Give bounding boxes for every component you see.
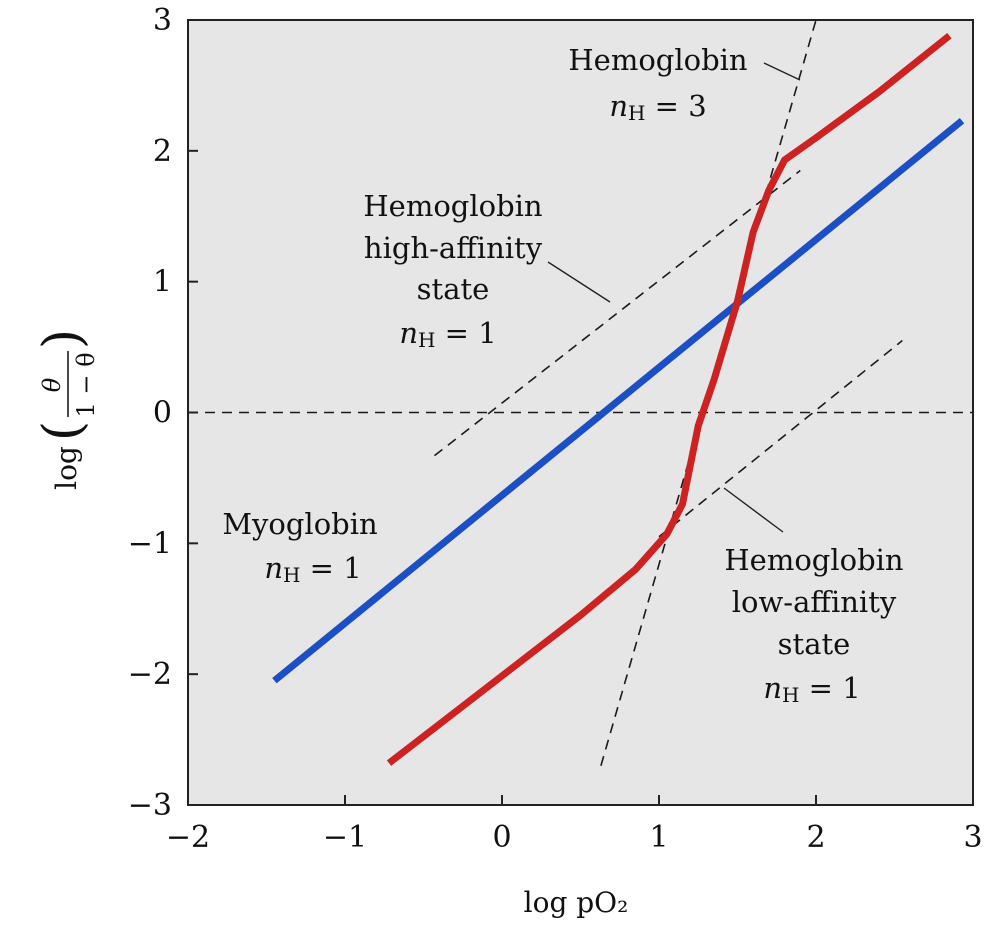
annotation-hb-high-line2: high-affinity bbox=[364, 231, 543, 265]
annotation-hb-nh3-line1: Hemoglobin bbox=[568, 43, 747, 77]
annotation-hb-low-value: nH = 1 bbox=[763, 671, 860, 707]
y-tick-label: 0 bbox=[153, 396, 172, 431]
y-tick-label: 1 bbox=[153, 265, 172, 300]
annotation-hb-high-line3: state bbox=[417, 272, 490, 306]
x-tick-label: 1 bbox=[649, 820, 668, 855]
x-axis-label: log pO₂ bbox=[524, 886, 629, 919]
y-tick-label: 3 bbox=[153, 3, 172, 38]
series-line-hemoglobin bbox=[386, 32, 952, 766]
x-tick-label: 3 bbox=[963, 820, 982, 855]
y-axis-label-log: log bbox=[50, 446, 83, 490]
y-axis-label-open-paren: ( bbox=[33, 421, 93, 441]
annotation-hb-nh3-value: nH = 3 bbox=[609, 89, 706, 125]
annotation-hemoglobin-low-affinity: Hemoglobin low-affinity state nH = 1 bbox=[724, 543, 903, 707]
annotation-hb-high-value: nH = 1 bbox=[399, 316, 496, 352]
leader-hb-nh3 bbox=[763, 62, 801, 81]
data-series bbox=[272, 32, 965, 766]
annotation-myoglobin: Myoglobin nH = 1 bbox=[222, 507, 377, 587]
annotation-hemoglobin-high-affinity: Hemoglobin high-affinity state nH = 1 bbox=[363, 189, 542, 352]
y-axis-label-denominator: 1 − θ bbox=[72, 352, 100, 417]
reference-line-nh3 bbox=[600, 19, 817, 766]
annotation-hb-low-line1: Hemoglobin bbox=[724, 543, 903, 577]
y-axis-label: log ( θ 1 − θ ) bbox=[33, 329, 100, 490]
annotation-hb-low-line3: state bbox=[778, 627, 851, 661]
reference-line-low_affinity bbox=[658, 339, 903, 538]
reference-lines bbox=[188, 19, 973, 766]
y-tick-label: −1 bbox=[128, 526, 172, 561]
reference-line-high_affinity bbox=[433, 169, 801, 457]
y-axis-label-numerator: θ bbox=[38, 377, 66, 392]
series-line-myoglobin bbox=[272, 117, 965, 684]
x-tick-label: −1 bbox=[323, 820, 367, 855]
annotation-myo-line1: Myoglobin bbox=[222, 507, 377, 541]
leader-hb-low bbox=[723, 487, 784, 533]
y-tick-label: 2 bbox=[153, 134, 172, 169]
annotation-myo-value: nH = 1 bbox=[264, 551, 361, 587]
y-axis-label-close-paren: ) bbox=[33, 329, 93, 349]
y-tick-label: −2 bbox=[128, 657, 172, 692]
x-tick-label: 2 bbox=[806, 820, 825, 855]
leader-hb-high bbox=[547, 261, 611, 303]
annotation-hemoglobin-nh3: Hemoglobin nH = 3 bbox=[568, 43, 747, 125]
x-tick-label: 0 bbox=[492, 820, 511, 855]
y-tick-label: −3 bbox=[128, 788, 172, 823]
x-tick-label: −2 bbox=[166, 820, 210, 855]
annotation-leader-lines bbox=[547, 62, 801, 533]
annotation-hb-high-line1: Hemoglobin bbox=[363, 189, 542, 223]
annotation-hb-low-line2: low-affinity bbox=[732, 585, 897, 619]
